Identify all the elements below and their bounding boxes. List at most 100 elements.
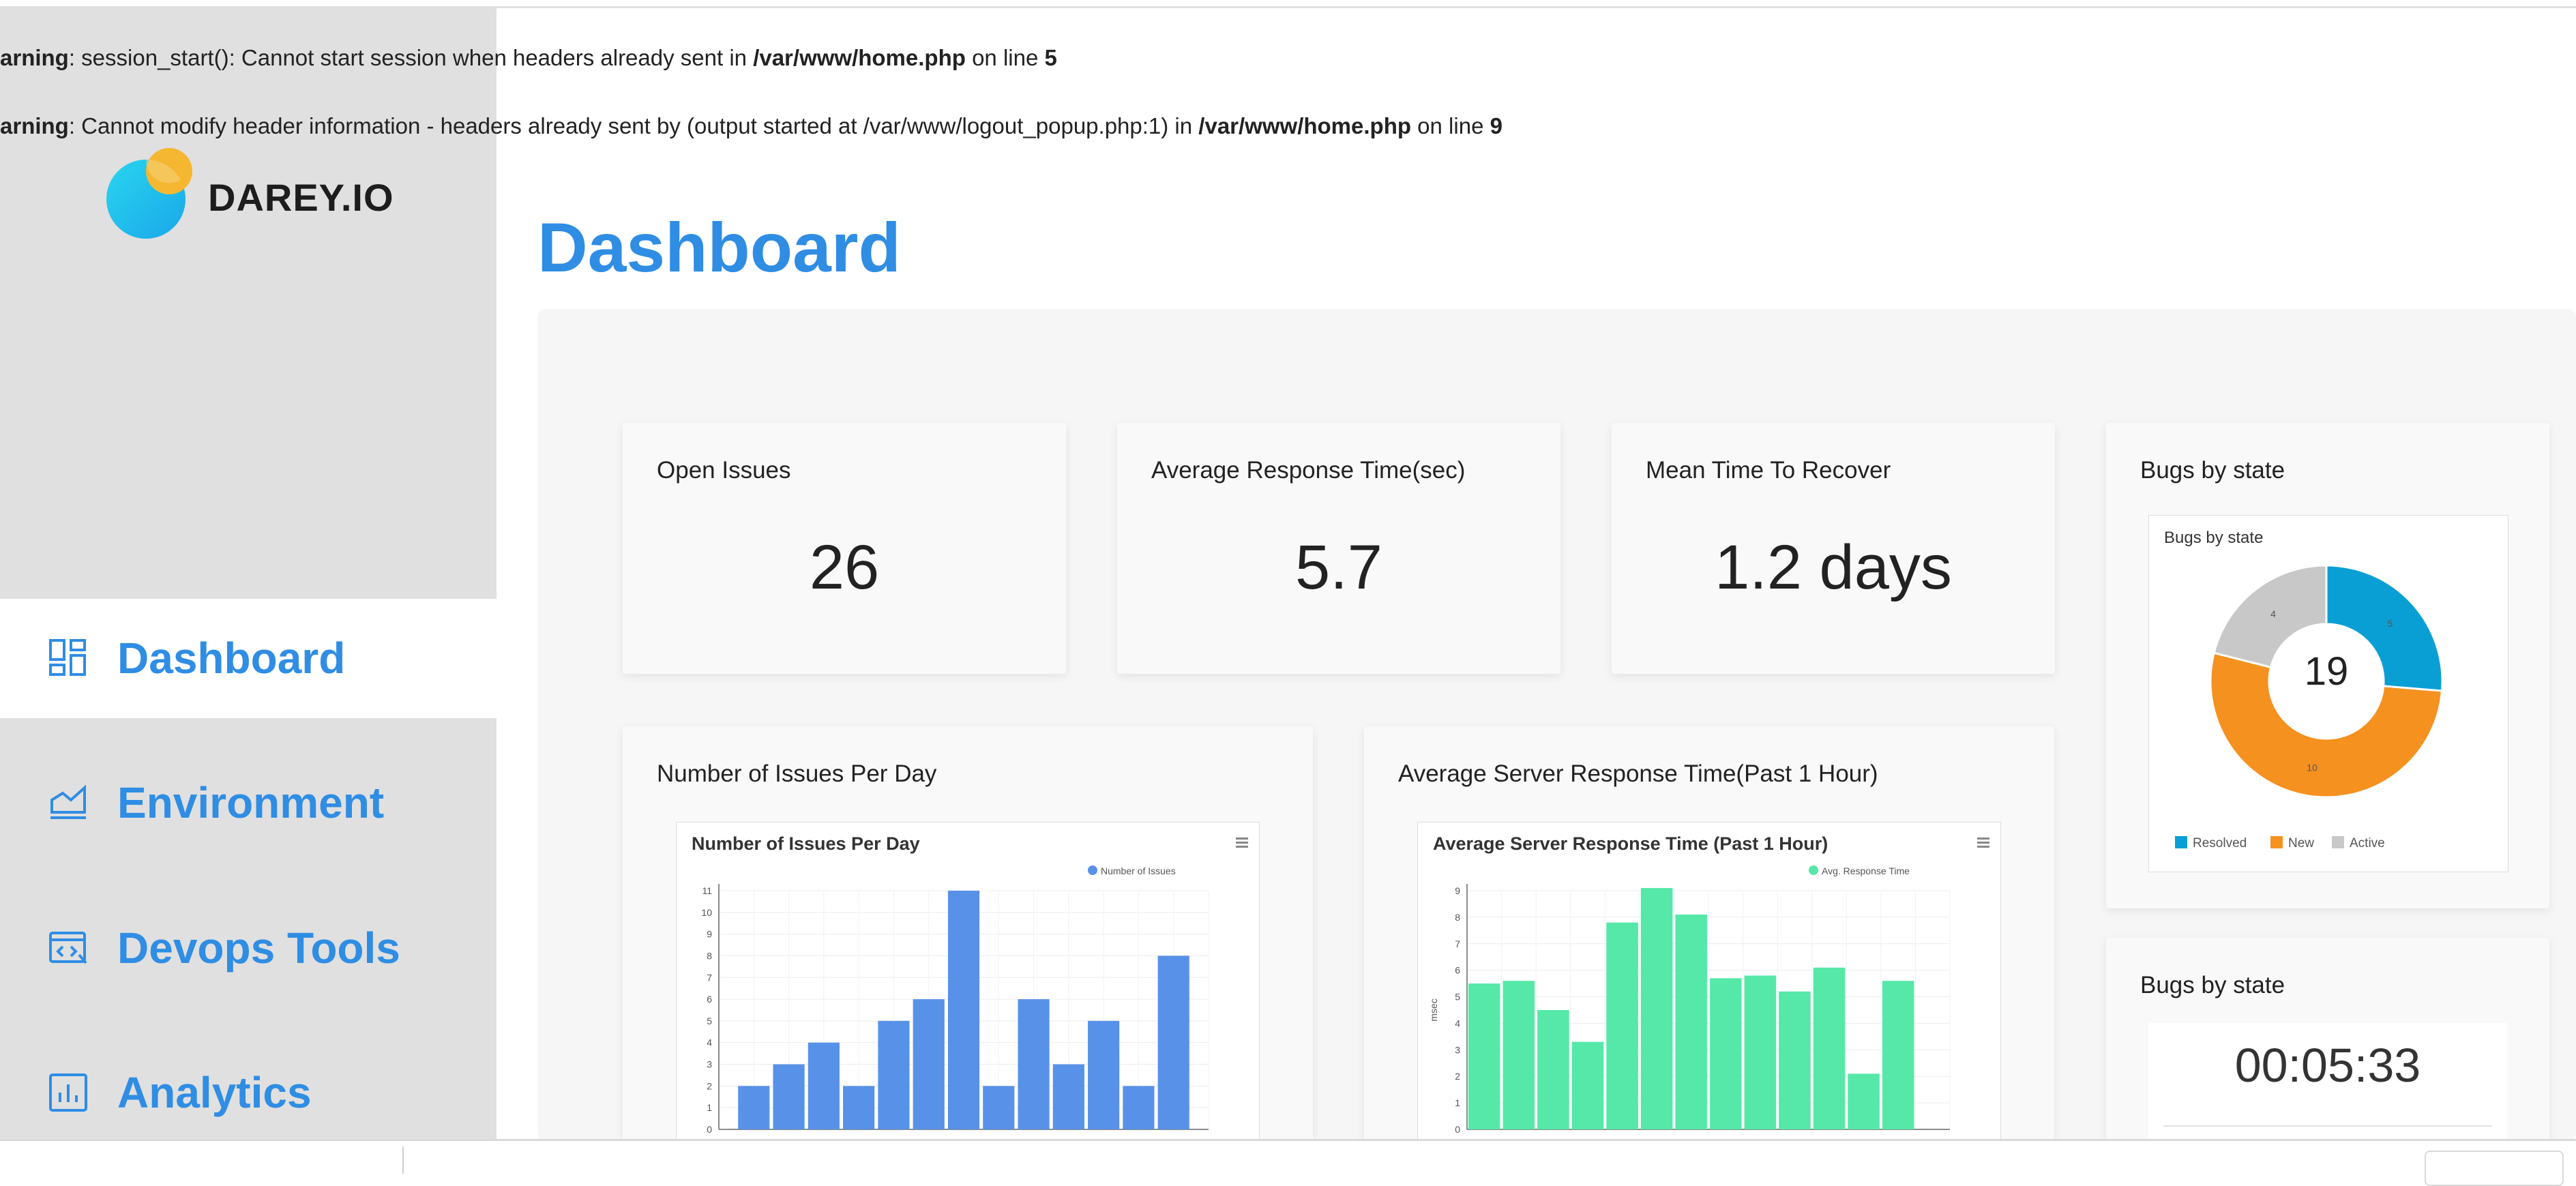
sidebar-item-label: Dashboard	[117, 634, 346, 683]
bar[interactable]	[1052, 1064, 1084, 1129]
bar[interactable]	[843, 1086, 875, 1129]
bar[interactable]	[1157, 955, 1189, 1129]
y-axis-label: msec	[1428, 998, 1439, 1021]
bar[interactable]	[1882, 981, 1914, 1129]
card-title: Average Server Response Time(Past 1 Hour…	[1398, 760, 1878, 787]
sidebar-item-label: Environment	[117, 778, 385, 827]
bar[interactable]	[1675, 915, 1707, 1129]
donut-slice-resolved[interactable]	[2325, 564, 2444, 692]
bar[interactable]	[913, 999, 945, 1129]
y-tick-label: 6	[1455, 965, 1460, 976]
sidebar: DAREY.IO Dashboard Environment	[0, 7, 497, 1139]
y-tick-label: 3	[1455, 1044, 1460, 1055]
bugs-by-state-card: Bugs by state Bugs by state 5 10 4 19 Reso…	[2106, 423, 2549, 908]
dashboard-icon	[49, 639, 86, 676]
bar[interactable]	[1123, 1086, 1155, 1129]
y-tick-label: 7	[707, 972, 712, 983]
nav-active-highlight	[0, 599, 497, 718]
y-tick-label: 8	[707, 950, 712, 961]
page-title: Dashboard	[537, 209, 901, 286]
y-tick-label: 9	[707, 929, 712, 940]
bar[interactable]	[1571, 1041, 1604, 1129]
sidebar-item-devops-tools[interactable]: Devops Tools	[48, 914, 400, 982]
bar[interactable]	[773, 1064, 805, 1129]
timer-value: 00:05:33	[2234, 1039, 2421, 1092]
legend-label[interactable]: Avg. Response Time	[1822, 865, 1910, 876]
card-value: 1.2 days	[1715, 533, 1952, 602]
chart-title: Average Server Response Time (Past 1 Hou…	[1433, 833, 1828, 854]
card-value: 26	[809, 533, 880, 602]
chart-menu-icon[interactable]	[1236, 837, 1248, 848]
response-time-card: Average Server Response Time(Past 1 Hour…	[1364, 726, 2054, 1143]
card-title: Average Response Time(sec)	[1151, 457, 1466, 484]
issues-chart-frame: Number of Issues Per Day Number of Issues…	[676, 822, 1260, 1143]
slice-value-label: 10	[2307, 762, 2318, 773]
bar[interactable]	[1018, 999, 1050, 1129]
y-tick-label: 1	[707, 1102, 712, 1113]
bar[interactable]	[738, 1086, 770, 1129]
legend-swatch	[2175, 836, 2187, 848]
bar[interactable]	[983, 1086, 1015, 1129]
top-border	[0, 0, 2576, 8]
bar-chart-icon	[49, 1073, 87, 1112]
bottom-bar	[0, 1139, 2576, 1186]
card-title: Number of Issues Per Day	[657, 760, 937, 787]
y-tick-label: 5	[707, 1015, 712, 1026]
chart-menu-icon[interactable]	[1977, 837, 1989, 848]
legend-marker	[1088, 865, 1097, 875]
legend-label[interactable]: Number of Issues	[1101, 865, 1176, 876]
y-tick-label: 3	[707, 1059, 712, 1070]
y-tick-label: 1	[1455, 1097, 1460, 1108]
bottom-control[interactable]	[2425, 1151, 2564, 1186]
donut-slice-new[interactable]	[2209, 651, 2444, 799]
y-tick-label: 0	[707, 1124, 712, 1135]
issues-per-day-card: Number of Issues Per Day Number of Issue…	[623, 726, 1313, 1143]
bar[interactable]	[878, 1020, 910, 1129]
sidebar-item-label: Analytics	[117, 1068, 312, 1117]
chart-title: Bugs by state	[2164, 529, 2263, 547]
bar[interactable]	[1813, 967, 1846, 1129]
bar[interactable]	[1502, 981, 1535, 1129]
bar[interactable]	[1537, 1010, 1569, 1129]
card-title: Bugs by state	[2140, 457, 2285, 484]
issues-bar-chart: Number of Issues Per Day Number of Issues…	[692, 833, 1248, 1135]
bar[interactable]	[947, 891, 980, 1129]
timer-box: 00:05:33	[2148, 1023, 2507, 1146]
slice-value-label: 5	[2388, 618, 2393, 629]
bar[interactable]	[1088, 1020, 1120, 1129]
bugs-donut-chart: Bugs by state 5 10 4 19 Resolved New Active	[2164, 529, 2444, 850]
stat-card-mttr: Mean Time To Recover 1.2 days	[1612, 423, 2055, 674]
card-value: 5.7	[1295, 533, 1382, 602]
stat-card-open-issues: Open Issues 26	[623, 423, 1066, 674]
bar[interactable]	[1468, 983, 1500, 1129]
bar[interactable]	[808, 1042, 840, 1129]
card-title: Bugs by state	[2140, 972, 2285, 998]
bar[interactable]	[1779, 991, 1811, 1129]
y-tick-label: 8	[1455, 912, 1460, 923]
legend-label[interactable]: Resolved	[2193, 836, 2247, 850]
sidebar-item-label: Devops Tools	[117, 923, 400, 973]
y-tick-label: 11	[702, 885, 712, 896]
bar[interactable]	[1606, 922, 1638, 1129]
card-title: Open Issues	[657, 457, 791, 484]
sidebar-item-analytics[interactable]: Analytics	[48, 1058, 312, 1127]
code-window-icon	[49, 932, 87, 964]
sidebar-item-environment[interactable]: Environment	[48, 769, 384, 837]
legend-label[interactable]: Active	[2350, 836, 2385, 850]
legend-marker	[1809, 865, 1818, 875]
legend-swatch	[2332, 836, 2344, 848]
bar[interactable]	[1848, 1073, 1880, 1129]
donut-slice-active[interactable]	[2212, 564, 2328, 669]
brand-logo[interactable]: DAREY.IO	[102, 147, 402, 242]
y-tick-label: 4	[1455, 1018, 1460, 1028]
y-tick-label: 7	[1455, 938, 1460, 949]
sidebar-item-dashboard[interactable]: Dashboard	[48, 624, 345, 692]
legend-swatch	[2270, 836, 2283, 848]
legend-label[interactable]: New	[2288, 836, 2314, 850]
bar[interactable]	[1744, 975, 1777, 1129]
stat-card-avg-response-time: Average Response Time(sec) 5.7	[1117, 423, 1560, 674]
bar[interactable]	[1710, 978, 1742, 1129]
card-title: Mean Time To Recover	[1646, 457, 1891, 484]
bar[interactable]	[1640, 888, 1673, 1129]
area-chart-icon	[50, 784, 86, 819]
